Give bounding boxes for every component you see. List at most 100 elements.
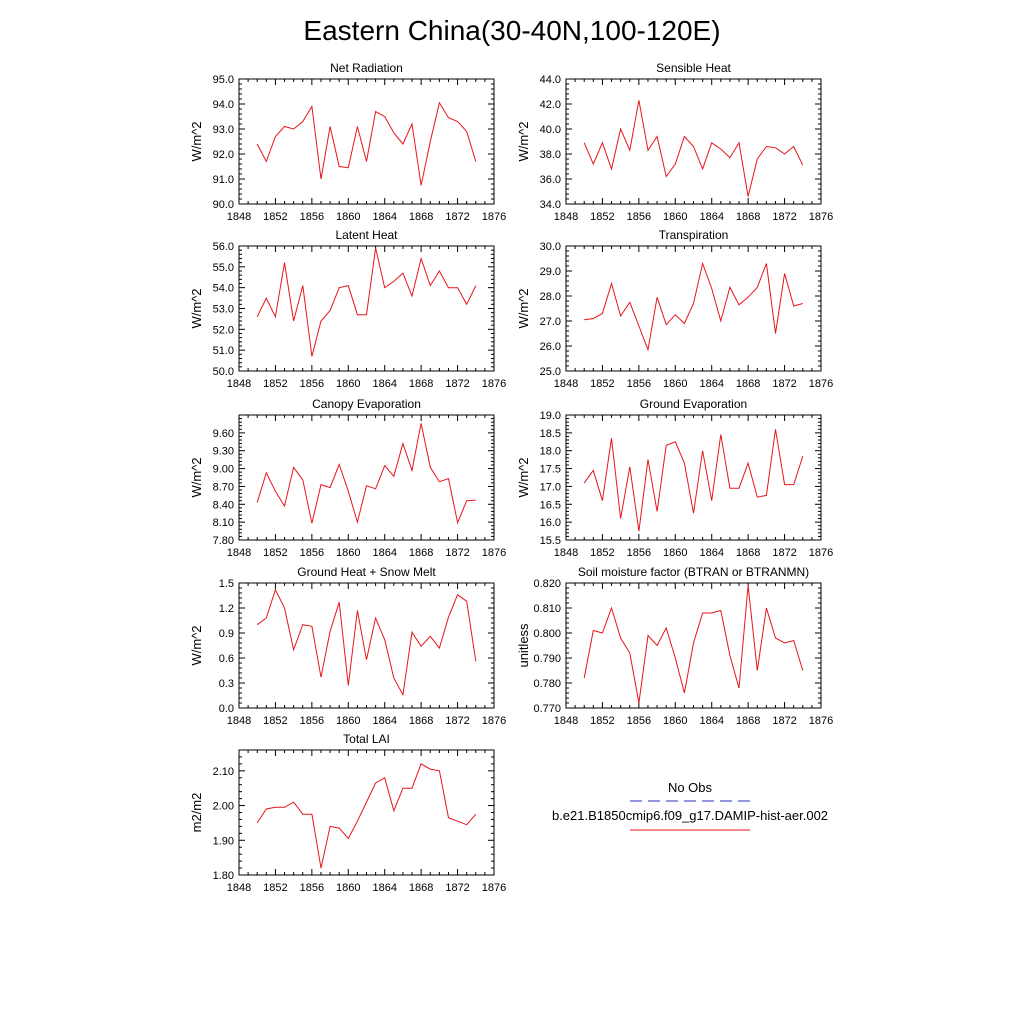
x-tick-label: 1864 xyxy=(372,882,396,894)
panel-title: Ground Evaporation xyxy=(640,397,747,411)
x-tick-label: 1868 xyxy=(409,882,433,894)
x-tick-label: 1864 xyxy=(372,211,396,223)
y-tick-label: 25.0 xyxy=(540,366,561,378)
x-tick-label: 1872 xyxy=(445,882,469,894)
y-axis-label: W/m^2 xyxy=(516,121,531,161)
x-tick-label: 1856 xyxy=(300,547,324,559)
y-axis-label: W/m^2 xyxy=(516,457,531,497)
series-line xyxy=(256,101,477,186)
y-tick-label: 52.0 xyxy=(213,324,234,336)
x-tick-label: 1860 xyxy=(663,715,687,727)
x-tick-label: 1852 xyxy=(263,211,287,223)
y-tick-label: 95.0 xyxy=(213,74,234,86)
y-tick-label: 91.0 xyxy=(213,174,234,186)
series-line xyxy=(583,429,804,532)
y-tick-label: 94.0 xyxy=(213,99,234,111)
x-tick-label: 1876 xyxy=(482,547,506,559)
x-tick-label: 1868 xyxy=(409,715,433,727)
y-axis-label: W/m^2 xyxy=(189,625,204,665)
panel-title: Latent Heat xyxy=(335,228,398,242)
y-tick-label: 15.5 xyxy=(540,535,561,547)
x-tick-label: 1852 xyxy=(263,882,287,894)
chart-panel: Latent Heat W/m^2 1848 1852 1856 1860 1864 1868… xyxy=(189,228,506,390)
y-axis-label: unitless xyxy=(516,623,531,668)
y-tick-label: 8.40 xyxy=(213,499,234,511)
panels: Net Radiation W/m^2 1848 1852 1856 1860 1864 18… xyxy=(189,61,833,894)
x-tick-label: 1876 xyxy=(482,882,506,894)
y-tick-label: 0.3 xyxy=(219,678,234,690)
x-tick-label: 1872 xyxy=(772,547,796,559)
x-tick-label: 1852 xyxy=(590,211,614,223)
y-tick-label: 1.90 xyxy=(213,835,234,847)
x-tick-label: 1860 xyxy=(663,378,687,390)
y-tick-label: 17.0 xyxy=(540,481,561,493)
x-tick-label: 1876 xyxy=(809,547,833,559)
page-title: Eastern China(30-40N,100-120E) xyxy=(303,15,720,46)
chart-panel: Ground Evaporation W/m^2 1848 1852 1856 1860 1… xyxy=(516,397,833,559)
x-tick-label: 1848 xyxy=(227,715,251,727)
x-tick-label: 1876 xyxy=(482,378,506,390)
y-tick-label: 0.0 xyxy=(219,703,234,715)
panel-title: Sensible Heat xyxy=(656,61,731,75)
x-tick-label: 1864 xyxy=(699,211,723,223)
x-tick-label: 1868 xyxy=(736,211,760,223)
x-tick-label: 1868 xyxy=(736,715,760,727)
y-axis-label: W/m^2 xyxy=(189,121,204,161)
series-line xyxy=(256,763,477,869)
y-tick-label: 19.0 xyxy=(540,410,561,422)
plot-frame xyxy=(565,78,822,205)
x-tick-label: 1872 xyxy=(445,547,469,559)
x-tick-label: 1868 xyxy=(736,378,760,390)
y-tick-label: 0.790 xyxy=(533,653,561,665)
chart-panel: Transpiration W/m^2 1848 1852 1856 1860 1864 18… xyxy=(516,228,833,390)
x-tick-label: 1856 xyxy=(627,378,651,390)
y-tick-label: 51.0 xyxy=(213,345,234,357)
y-axis-label: W/m^2 xyxy=(189,457,204,497)
y-tick-label: 29.0 xyxy=(540,266,561,278)
x-tick-label: 1860 xyxy=(663,211,687,223)
x-tick-label: 1848 xyxy=(554,378,578,390)
y-tick-label: 40.0 xyxy=(540,124,561,136)
x-tick-label: 1860 xyxy=(336,715,360,727)
series-line xyxy=(584,261,803,352)
y-tick-label: 9.30 xyxy=(213,446,234,458)
x-tick-label: 1848 xyxy=(554,547,578,559)
x-tick-label: 1872 xyxy=(772,715,796,727)
plot-frame xyxy=(238,414,495,541)
y-tick-label: 1.2 xyxy=(219,603,234,615)
y-tick-label: 9.60 xyxy=(213,428,234,440)
y-tick-label: 2.10 xyxy=(213,766,234,778)
x-tick-label: 1852 xyxy=(590,547,614,559)
x-tick-label: 1868 xyxy=(409,547,433,559)
panel-title: Net Radiation xyxy=(330,61,403,75)
y-tick-label: 30.0 xyxy=(540,241,561,253)
x-tick-label: 1864 xyxy=(372,378,396,390)
y-axis-label: m2/m2 xyxy=(189,793,204,833)
x-tick-label: 1860 xyxy=(336,547,360,559)
x-tick-label: 1864 xyxy=(699,715,723,727)
x-tick-label: 1876 xyxy=(809,715,833,727)
y-tick-label: 55.0 xyxy=(213,262,234,274)
y-tick-label: 34.0 xyxy=(540,199,561,211)
x-tick-label: 1860 xyxy=(336,378,360,390)
y-tick-label: 36.0 xyxy=(540,174,561,186)
x-tick-label: 1848 xyxy=(554,211,578,223)
series-line xyxy=(256,247,477,357)
panel-title: Transpiration xyxy=(659,228,729,242)
chart-panel: Sensible Heat W/m^2 1848 1852 1856 1860 1864 18… xyxy=(516,61,833,223)
y-tick-label: 17.5 xyxy=(540,464,561,476)
y-tick-label: 0.6 xyxy=(219,653,234,665)
x-tick-label: 1848 xyxy=(554,715,578,727)
x-tick-label: 1856 xyxy=(300,882,324,894)
y-tick-label: 28.0 xyxy=(540,291,561,303)
x-tick-label: 1872 xyxy=(445,715,469,727)
x-tick-label: 1852 xyxy=(263,715,287,727)
panel-title: Soil moisture factor (BTRAN or BTRANMN) xyxy=(578,565,809,579)
y-tick-label: 9.00 xyxy=(213,464,234,476)
y-tick-label: 27.0 xyxy=(540,316,561,328)
x-tick-label: 1872 xyxy=(772,211,796,223)
x-tick-label: 1872 xyxy=(772,378,796,390)
y-tick-label: 56.0 xyxy=(213,241,234,253)
x-tick-label: 1856 xyxy=(627,715,651,727)
